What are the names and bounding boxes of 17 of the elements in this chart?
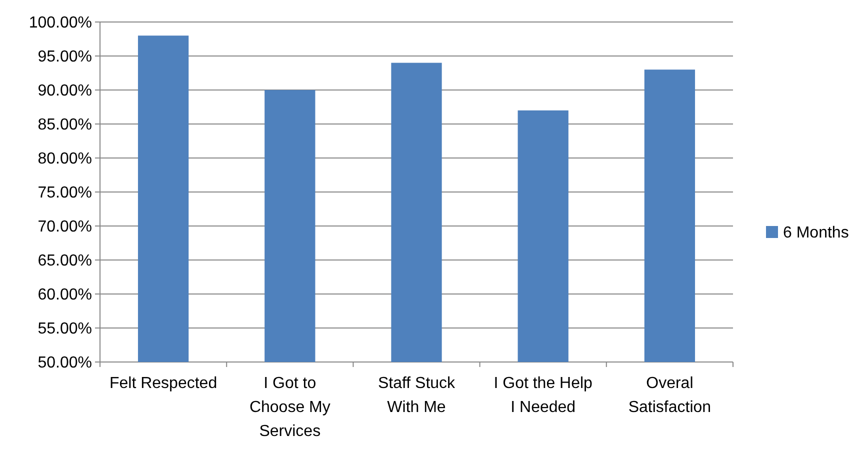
y-tick-label: 70.00%: [38, 218, 92, 236]
y-tick-label: 95.00%: [38, 48, 92, 66]
y-tick-label: 65.00%: [38, 252, 92, 270]
y-tick-label: 80.00%: [38, 150, 92, 168]
x-tick-label: Staff Stuck With Me: [378, 375, 456, 416]
y-tick-label: 60.00%: [38, 286, 92, 304]
x-tick-label: Overal Satisfaction: [628, 375, 712, 416]
y-tick-label: 85.00%: [38, 116, 92, 134]
y-tick-label: 50.00%: [38, 354, 92, 372]
x-tick-label: I Got to Choose My Services: [249, 375, 330, 440]
y-tick-label: 55.00%: [38, 320, 92, 338]
y-tick-label: 75.00%: [38, 184, 92, 202]
y-tick-label: 100.00%: [28, 14, 92, 32]
legend-label: 6 Months: [783, 224, 849, 242]
x-tick-label: I Got the Help I Needed: [494, 375, 593, 416]
y-tick-label: 90.00%: [38, 82, 92, 100]
x-tick-label: Felt Respected: [109, 375, 218, 392]
